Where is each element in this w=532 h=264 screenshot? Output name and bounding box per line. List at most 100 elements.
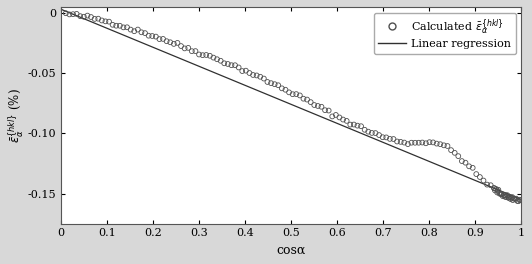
Point [360,128,369,132]
Point [137,30,146,34]
Point [278,86,286,91]
Point [378,135,387,139]
Point [514,199,522,203]
Point [339,117,347,122]
Point [353,124,362,128]
Point [65,12,73,17]
Point [472,172,480,176]
Point [494,189,502,193]
Point [184,46,193,50]
Point [490,186,498,190]
Point [375,133,384,137]
Point [188,49,196,53]
Point [227,63,236,67]
Point [501,193,509,197]
Point [90,17,99,21]
Point [479,178,488,183]
Point [436,142,445,146]
Point [112,23,120,28]
Point [220,61,229,65]
Point [296,93,304,97]
Point [155,37,164,41]
Point [368,131,376,135]
Point [503,193,511,197]
Point [198,53,207,57]
Point [483,182,492,187]
Point [87,15,95,19]
Point [465,164,473,168]
Point [310,103,319,107]
Point [83,13,92,18]
Point [497,192,506,197]
Point [62,11,70,15]
Point [418,140,427,145]
Point [263,80,272,84]
Point [422,141,430,145]
Legend: Calculated $\bar{\varepsilon}_{\alpha}^{\{hkl\}}$, Linear regression: Calculated $\bar{\varepsilon}_{\alpha}^{… [373,12,516,54]
Point [105,20,113,24]
Point [496,192,505,196]
Point [205,54,214,58]
Point [127,27,135,32]
Point [504,196,513,200]
Point [170,42,178,46]
Point [389,137,398,141]
Point [177,44,185,48]
Point [252,73,261,78]
Point [270,82,279,86]
Point [115,24,124,28]
Point [489,186,498,190]
X-axis label: cosα: cosα [277,244,306,257]
Point [148,34,156,38]
Point [144,34,153,38]
Point [303,97,311,102]
Point [498,194,507,198]
Point [493,190,502,195]
Point [317,105,326,109]
Point [166,40,174,44]
Point [439,143,448,147]
Point [509,198,517,202]
Point [506,197,515,201]
Point [72,12,81,16]
Point [231,63,239,67]
Point [119,25,128,30]
Point [411,141,419,145]
Point [508,195,517,199]
Point [364,130,372,134]
Point [331,113,340,117]
Point [202,53,211,57]
Point [217,59,225,63]
Point [407,141,415,145]
Point [429,140,437,144]
Point [500,193,508,197]
Point [346,122,354,127]
Point [505,195,514,199]
Point [371,131,380,135]
Point [162,39,171,43]
Point [501,195,509,199]
Point [209,55,218,60]
Point [325,109,333,113]
Point [502,195,510,199]
Point [242,69,250,73]
Point [213,57,221,61]
Point [173,41,182,45]
Point [461,161,470,165]
Point [123,25,131,29]
Point [321,108,329,112]
Point [510,196,518,201]
Point [288,92,297,96]
Point [511,197,519,201]
Point [130,29,138,33]
Point [238,69,246,73]
Point [223,62,232,66]
Point [256,75,264,79]
Point [497,192,506,196]
Point [404,142,412,146]
Point [274,83,282,87]
Point [80,15,88,19]
Point [458,159,466,163]
Point [267,81,275,85]
Point [425,140,434,144]
